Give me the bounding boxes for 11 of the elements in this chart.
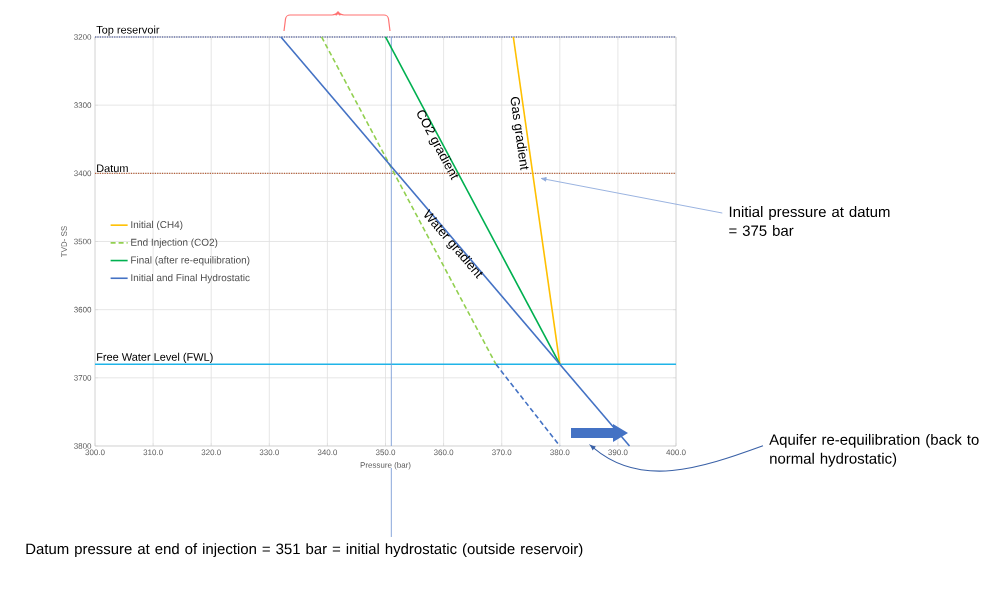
legend-label: End Injection (CO2) — [131, 238, 218, 248]
annotation: Gas gradient — [510, 96, 529, 171]
ref-line-label: Top reservoir — [96, 25, 160, 36]
text: Aquifer re-equilibration (back to normal hydrostatic) — [769, 433, 979, 467]
ref-line-label: Datum — [97, 164, 128, 173]
legend-label: Initial (CH4) — [131, 220, 183, 231]
text: Initial pressure at datum = 375 bar — [729, 206, 890, 236]
legend-label: Initial and Final Hydrostatic — [131, 273, 250, 284]
text: Datum pressure at end of injection = 351 bar = initial hydrostatic (outside reservoir) — [26, 543, 583, 558]
legend-label: Final (after re-equilibration) — [131, 256, 250, 266]
ref-line-label: Free Water Level (FWL) — [97, 352, 213, 363]
